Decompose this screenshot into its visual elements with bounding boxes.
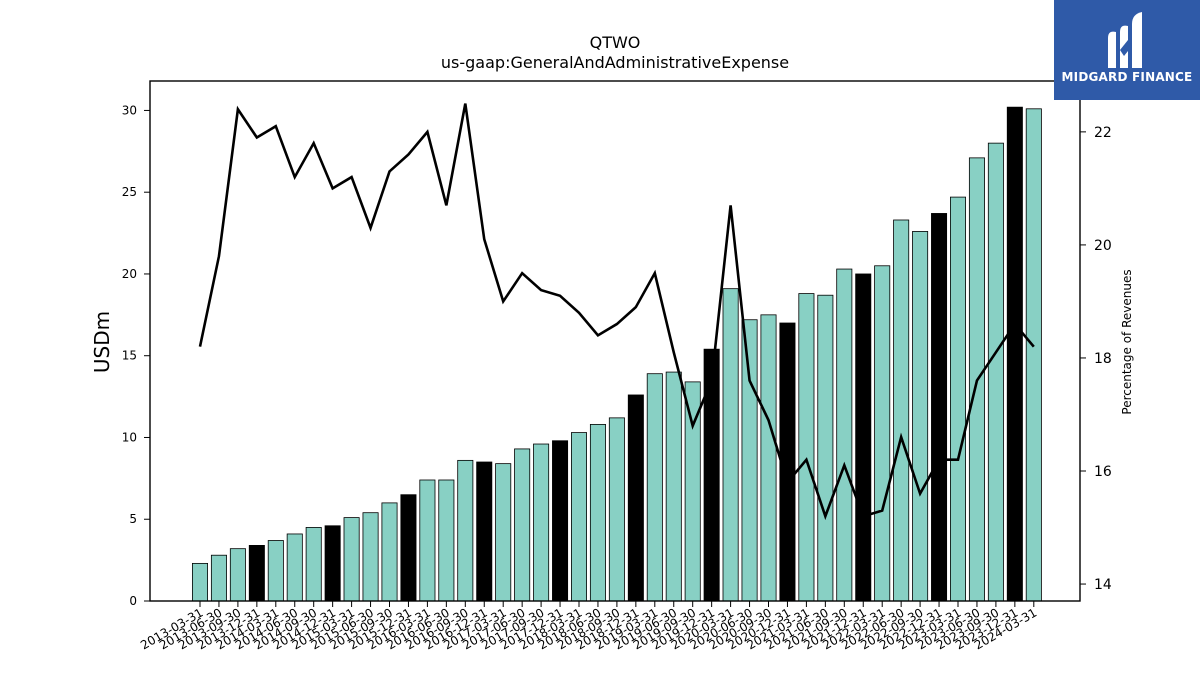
bar-2014-12-31	[324, 525, 341, 602]
bar-2015-06-30	[362, 512, 379, 602]
bar-2023-03-31	[950, 196, 967, 602]
bar-2016-12-31	[476, 461, 493, 602]
bar-2021-06-30	[817, 294, 834, 602]
y-tick-label: 20	[122, 267, 137, 281]
bar-2017-06-30	[514, 448, 531, 602]
bar-2014-06-30	[286, 533, 303, 602]
bar-2024-03-31	[1025, 108, 1042, 602]
midgard-logo-icon	[1108, 12, 1142, 69]
bar-2021-09-30	[836, 268, 853, 602]
bar-2022-06-30	[893, 219, 910, 602]
bar-2016-03-31	[419, 479, 436, 602]
bar-2015-09-30	[381, 502, 398, 602]
bars-group	[191, 106, 1042, 602]
bar-2022-09-30	[912, 231, 929, 602]
bar-2023-09-30	[987, 142, 1004, 602]
bar-2021-12-31	[855, 273, 872, 602]
bar-2013-09-30	[229, 548, 246, 602]
bar-2014-09-30	[305, 527, 322, 602]
bar-2016-06-30	[438, 479, 455, 602]
line-layer	[198, 103, 1035, 521]
bar-2018-12-31	[627, 394, 644, 602]
bar-2021-03-31	[798, 293, 815, 602]
bar-2019-06-30	[665, 371, 682, 602]
y-tick-label: 30	[122, 103, 137, 117]
bar-2022-03-31	[874, 265, 891, 602]
percentage-line	[198, 103, 1035, 521]
bar-2017-09-30	[533, 443, 550, 602]
bar-2020-09-30	[760, 314, 777, 602]
y2-tick-label: 18	[1094, 351, 1112, 367]
bar-2015-03-31	[343, 517, 360, 602]
y2-tick-label: 16	[1094, 464, 1112, 480]
bar-2014-03-31	[267, 540, 284, 602]
y2-tick-label: 20	[1094, 238, 1112, 254]
bar-2019-03-31	[646, 373, 663, 602]
plot-frame	[149, 80, 1081, 602]
chart-title: QTWO	[590, 33, 641, 52]
y2-axis-label: Percentage of Revenues	[1120, 269, 1134, 414]
bar-2019-12-31	[703, 348, 720, 602]
bar-2013-12-31	[248, 545, 265, 602]
bar-2015-12-31	[400, 494, 417, 602]
y2-tick-label: 14	[1094, 577, 1112, 593]
bar-2020-06-30	[741, 319, 758, 602]
bar-2016-09-30	[457, 459, 474, 602]
brand-name: MIDGARD FINANCE	[1061, 70, 1193, 84]
y2-tick-label: 22	[1094, 125, 1112, 141]
bar-2017-03-31	[495, 463, 512, 602]
bar-2020-03-31	[722, 288, 739, 602]
bar-2018-03-31	[571, 432, 588, 602]
y-tick-label: 0	[129, 594, 137, 608]
y-tick-label: 10	[122, 430, 137, 444]
y-tick-label: 25	[122, 185, 137, 199]
bar-2013-06-30	[210, 554, 227, 602]
chart-subtitle: us-gaap:GeneralAndAdministrativeExpense	[441, 53, 789, 72]
bar-2022-12-31	[931, 213, 948, 602]
bar-2013-03-31	[191, 562, 208, 602]
bar-2023-12-31	[1006, 106, 1023, 602]
bar-2017-12-31	[552, 440, 569, 602]
y-tick-label: 15	[122, 349, 137, 363]
y-axis-label: USDm	[90, 311, 114, 373]
bar-2018-09-30	[608, 417, 625, 602]
brand-logo: MIDGARD FINANCE	[1054, 0, 1200, 100]
y-tick-label: 5	[129, 512, 137, 526]
bar-2018-06-30	[589, 423, 606, 602]
